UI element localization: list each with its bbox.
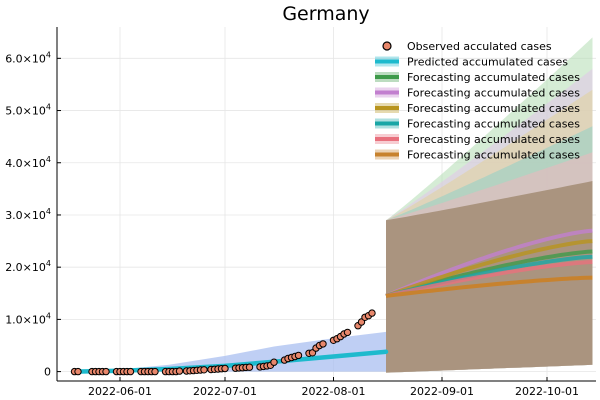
x-tick-label: 2022-10-01 (515, 385, 579, 398)
observed-point (175, 367, 184, 375)
observed-point (74, 367, 82, 376)
y-tick-label: 4.0×104 (5, 155, 51, 170)
observed-point (200, 366, 208, 374)
observed-point (126, 367, 135, 376)
x-tick-label: 2022-08-01 (302, 385, 366, 398)
legend-entry-label: Forecasting accumulated cases (407, 87, 580, 100)
y-tick-label: 0 (44, 366, 51, 379)
legend-entry-label: Forecasting accumulated cases (407, 71, 580, 84)
legend-marker-observed (382, 41, 392, 51)
observed-point (151, 367, 159, 376)
predicted-band (74, 331, 386, 372)
legend-entry-label: Forecasting accumulated cases (407, 149, 580, 162)
y-tick-label: 1.0×104 (5, 311, 51, 326)
legend-entry-label: Forecasting accumulated cases (407, 118, 580, 131)
legend-entry-label: Forecasting accumulated cases (407, 133, 580, 146)
x-tick-label: 2022-06-01 (88, 385, 152, 398)
y-tick-label: 5.0×104 (5, 103, 51, 118)
y-tick-label: 2.0×104 (5, 259, 51, 274)
observed-point (294, 351, 303, 360)
x-tick-label: 2022-07-01 (193, 385, 257, 398)
observed-point (221, 364, 229, 373)
y-tick-label: 6.0×104 (5, 50, 51, 65)
legend-entry-label: Forecasting accumulated cases (407, 102, 580, 115)
observed-point (368, 309, 376, 317)
legend-entry-label: Predicted accumulated cases (407, 56, 568, 69)
x-tick-labels: 2022-06-01 2022-07-01 2022-08-01 2022-09-01… (88, 385, 579, 398)
x-tick-label: 2022-09-01 (410, 385, 474, 398)
forecast-line-5 (385, 260, 593, 298)
observed-point (319, 340, 327, 348)
y-tick-labels: 0 1.0×104 2.0×104 3.0×104 4.0×104 5.0×104 6.0×… (5, 50, 51, 378)
y-tick-label: 3.0×104 (5, 207, 51, 222)
axes (56, 27, 596, 382)
observed-point (245, 363, 254, 371)
observed-point (270, 358, 278, 366)
chart-title: Germany (282, 3, 369, 25)
observed-point (102, 367, 110, 376)
series-lines (72, 228, 593, 374)
observed-point (343, 328, 352, 337)
forecast-line-2 (385, 228, 593, 298)
observed-points (70, 309, 376, 376)
legend-entry-label: Observed acculated cases (407, 40, 552, 53)
forecast-line-6 (385, 275, 593, 298)
legend: Observed acculated cases Predicted accumu… (375, 40, 580, 162)
forecast-line-3 (385, 239, 593, 298)
